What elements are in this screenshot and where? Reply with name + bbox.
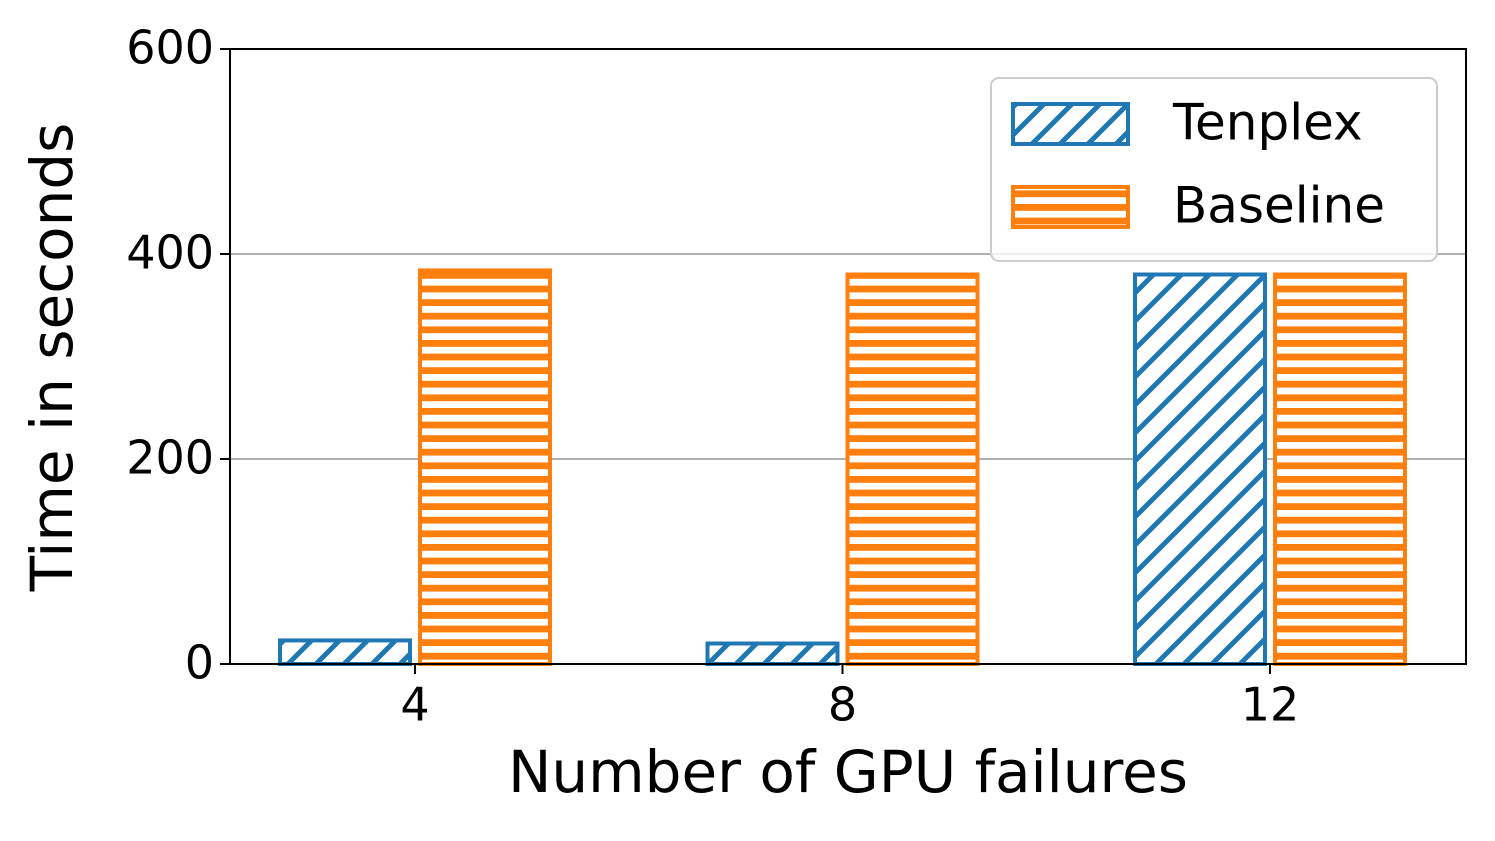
legend-label: Tenplex [1172, 94, 1363, 152]
bar [278, 638, 412, 666]
x-tick-label: 8 [828, 678, 857, 732]
y-tick-label: 0 [185, 636, 214, 690]
bar [418, 268, 552, 666]
x-axis-label: Number of GPU failures [508, 738, 1188, 806]
bar [1133, 272, 1267, 666]
legend-swatch [1011, 102, 1130, 146]
y-axis-label: Time in seconds [18, 123, 86, 593]
x-tick-label: 12 [1241, 678, 1300, 732]
bar [705, 641, 840, 666]
y-tick-label: 200 [126, 431, 214, 485]
y-tick-label: 400 [126, 226, 214, 280]
y-tick-label: 600 [126, 21, 214, 75]
plot-frame [229, 48, 1467, 665]
legend-label: Baseline [1173, 177, 1385, 235]
bar [845, 272, 980, 666]
legend-swatch [1011, 185, 1130, 229]
bar [1273, 272, 1407, 666]
x-tick-label: 4 [400, 678, 429, 732]
